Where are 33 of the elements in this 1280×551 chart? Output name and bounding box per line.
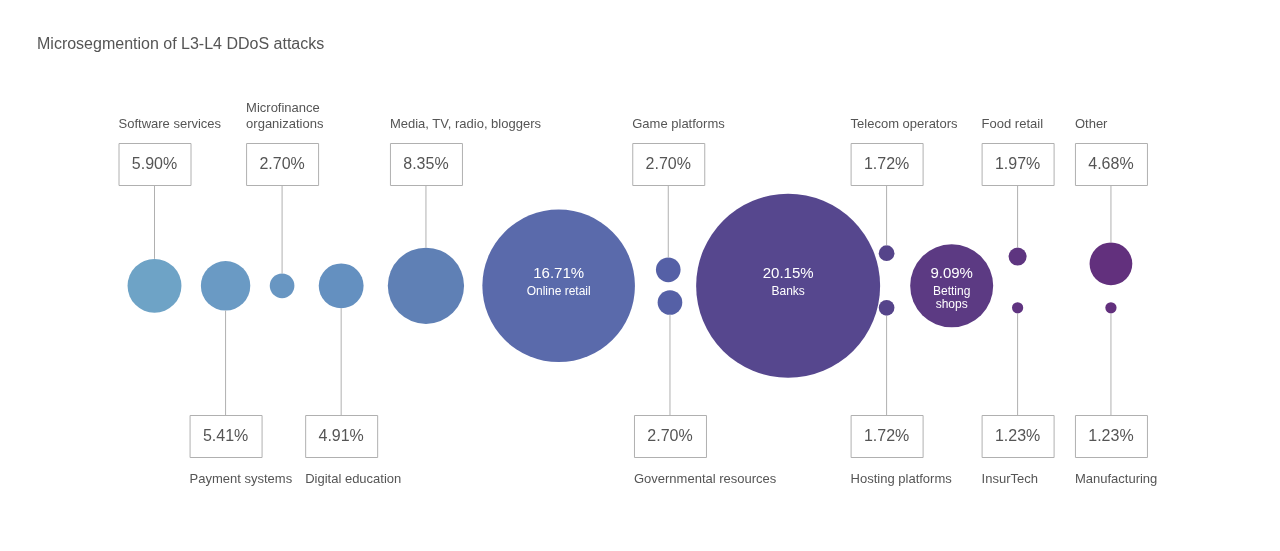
category-label: Media, TV, radio, bloggers <box>389 116 542 131</box>
data-label: 1.97% <box>994 155 1041 173</box>
data-label: 2.70% <box>645 155 691 173</box>
category-label: Food retail <box>981 116 1044 131</box>
category-label: Hosting platforms <box>850 471 953 486</box>
category-label: Telecom operators <box>850 116 959 131</box>
data-label: 1.72% <box>863 155 910 173</box>
data-label: 8.35% <box>403 155 449 173</box>
category-label: Game platforms <box>632 116 726 131</box>
data-label: 20.15% <box>762 263 814 281</box>
category-label: Betting shops <box>933 284 971 312</box>
category-label: Microfinance organizations <box>246 100 324 131</box>
data-label: 2.70% <box>259 155 305 173</box>
category-label: Digital education <box>305 471 402 486</box>
text: Microsegmention of L3-L4 DDoS attacks <box>37 35 325 53</box>
category-label: Manufacturing <box>1074 471 1158 486</box>
data-label: 1.23% <box>1088 427 1134 445</box>
category-label: Online retail <box>526 284 591 299</box>
category-label: Payment systems <box>189 471 293 486</box>
category-label: Banks <box>771 284 805 299</box>
data-label: 4.91% <box>318 427 364 445</box>
data-label: 4.68% <box>1088 155 1134 173</box>
data-label: 5.90% <box>131 155 178 173</box>
category-label: InsurTech <box>981 471 1038 486</box>
data-label: 9.09% <box>930 263 973 281</box>
data-label: 2.70% <box>647 427 693 445</box>
data-label: 16.71% <box>533 263 585 281</box>
category-label: Other <box>1074 116 1109 131</box>
category-label: Software services <box>118 116 222 131</box>
data-label: 5.41% <box>202 427 249 445</box>
data-label: 1.23% <box>994 427 1041 445</box>
data-label: 1.72% <box>863 427 910 445</box>
category-label: Governmental resources <box>633 471 777 486</box>
